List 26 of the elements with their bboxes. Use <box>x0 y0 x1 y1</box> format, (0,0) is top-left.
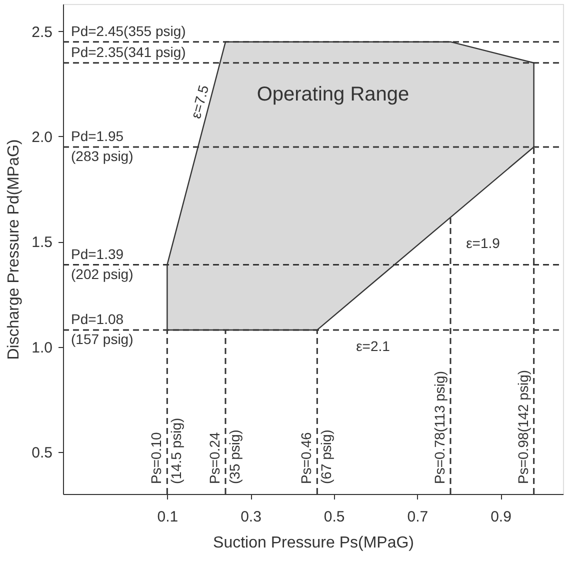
ref-line-label: Pd=2.45(355 psig) <box>71 22 186 39</box>
annotation: Operating Range <box>256 84 410 106</box>
ref-line-label: Pd=1.95 (283 psig) <box>71 128 134 164</box>
y-tick-label: 1.0 <box>32 339 52 356</box>
x-tick-label: 0.5 <box>324 508 345 526</box>
ref-line-label: Ps=0.78(113 psig) <box>432 371 448 484</box>
annotation: ε=7.5 <box>187 83 212 120</box>
ref-line-label: Pd=1.39 (202 psig) <box>71 246 134 282</box>
x-tick-label: 0.3 <box>240 508 262 526</box>
ref-line-label: Ps=0.10 (14.5 psig) <box>148 418 184 484</box>
x-tick-label: 0.1 <box>157 508 178 526</box>
x-tick-label: 0.7 <box>407 508 428 526</box>
y-tick-label: 2.5 <box>32 24 52 41</box>
annotation: ε=1.9 <box>466 235 500 252</box>
ref-line-label: Ps=0.46 (67 psig) <box>298 430 334 484</box>
ref-line-label: Ps=0.24 (35 psig) <box>206 430 242 484</box>
y-tick-label: 0.5 <box>32 444 52 462</box>
y-tick-label: 2.0 <box>32 128 52 146</box>
x-tick-label: 0.9 <box>490 508 512 526</box>
x-axis-title: Suction Pressure Ps(MPaG) <box>213 534 414 552</box>
y-axis-title: Discharge Pressure Pd(MPaG) <box>6 139 23 360</box>
y-tick-label: 1.5 <box>32 234 52 252</box>
ref-line-label: Pd=2.35(341 psig) <box>71 44 186 60</box>
ref-line-label: Pd=1.08 (157 psig) <box>71 310 134 347</box>
annotation: ε=2.1 <box>356 338 390 354</box>
ref-line-label: Ps=0.98(142 psig) <box>514 370 531 484</box>
